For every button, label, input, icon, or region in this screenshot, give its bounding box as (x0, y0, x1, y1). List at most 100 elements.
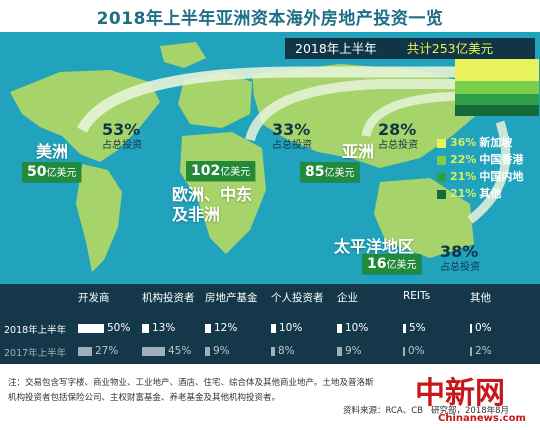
flow-arrow-emea (245, 79, 480, 142)
table-cell: 5% (403, 322, 426, 334)
col-header-institutional: 机构投资者 (142, 292, 195, 304)
row-label-2017: 2017年上半年 (4, 348, 67, 359)
table-cell: 45% (142, 345, 191, 357)
pct-label: 占总投资 (102, 140, 142, 151)
page-title: 2018年上半年亚洲资本海外房地产投资一览 (96, 9, 444, 29)
region-emea-name: 欧洲、中东 及非洲 (172, 185, 252, 225)
table-cell: 10% (271, 322, 302, 334)
table-cell: 2% (470, 345, 492, 357)
notes-section: 注：交易包含写字楼、商业物业、工业地产、酒店、住宅、综合体及其他商业地产。土地及… (0, 364, 540, 430)
table-cell-bar (337, 346, 342, 356)
region-americas-pct: 53% 占总投资 (102, 122, 142, 154)
table-cell-bar (78, 346, 92, 356)
region-asia-pct: 28% 占总投资 (378, 122, 418, 154)
table-cell-bar (271, 346, 275, 356)
col-header-other: 其他 (470, 292, 491, 304)
col-header-individual: 个人投资者 (271, 292, 324, 304)
legend-pct: 36% (450, 136, 477, 149)
table-cell-value: 50% (107, 322, 131, 334)
total-banner: 2018年上半年 共计253亿美元 (285, 38, 535, 59)
amount-value: 16 (367, 256, 387, 272)
legend-item-hongkong: 22% 中国香港 (437, 152, 523, 167)
table-cell-bar (205, 323, 211, 333)
legend-label: 其他 (479, 187, 502, 200)
table-cell-bar (403, 346, 405, 356)
table-cell-value: 9% (213, 345, 230, 357)
watermark-url: Chinanews.com (438, 413, 526, 424)
table-cell-bar (337, 323, 342, 333)
legend-label: 中国香港 (479, 153, 524, 166)
table-cell: 9% (337, 345, 362, 357)
row-label-2018: 2018年上半年 (4, 325, 67, 336)
table-cell: 10% (337, 322, 368, 334)
source-tail: 研究部，2018年8月 (431, 406, 510, 416)
table-cell-value: 12% (214, 322, 238, 334)
legend-label: 中国内地 (479, 170, 524, 183)
table-cell-value: 10% (345, 322, 369, 334)
region-asia-amount: 85亿美元 (300, 162, 360, 182)
table-cell: 12% (205, 322, 237, 334)
legend-item-singapore: 36% 新加坡 (437, 135, 512, 150)
source-band-hongkong (455, 81, 539, 94)
investor-type-table: 开发商 机构投资者 房地产基金 个人投资者 企业 REITs 其他 2018年上… (0, 284, 540, 364)
region-americas-amount: 50亿美元 (22, 162, 82, 182)
table-cell-bar (470, 323, 472, 333)
note-line-2: 机构投资者包括保险公司、主权财富基金、养老基金及其他机构投资者。 (8, 393, 281, 403)
table-cell: 0% (470, 322, 492, 334)
world-map-panel (0, 32, 540, 284)
region-emea-amount: 102亿美元 (186, 161, 256, 181)
region-asia-name: 亚洲 (342, 142, 375, 161)
australia-shape (374, 178, 474, 258)
legend-swatch (437, 138, 446, 148)
source-stack-bar (455, 59, 539, 116)
region-pacific-amount: 16亿美元 (362, 254, 422, 274)
source-band-other (455, 105, 539, 116)
europe-shape (178, 72, 252, 128)
amount-value: 85 (305, 164, 325, 180)
col-header-reits: REITs (403, 290, 431, 302)
source-band-mainland (455, 94, 539, 105)
watermark-logo: 中新网 (415, 376, 505, 411)
table-cell: 8% (271, 345, 295, 357)
pct-value: 28% (378, 120, 417, 139)
region-pacific-name: 太平洋地区 (334, 237, 415, 256)
legend-item-mainland: 21% 中国内地 (437, 169, 523, 184)
region-pacific-pct: 38% 占总投资 (440, 244, 480, 276)
legend-pct: 22% (450, 153, 477, 166)
south-america-shape (76, 164, 122, 272)
table-cell: 9% (205, 345, 230, 357)
table-cell-value: 2% (475, 345, 492, 357)
source-band-singapore (455, 59, 539, 81)
table-cell-bar (470, 346, 472, 356)
pct-label: 占总投资 (272, 140, 312, 151)
table-cell: 50% (78, 322, 130, 334)
table-cell-value: 27% (95, 345, 119, 357)
source-note: 资料来源：RCA、CB 研究部，2018年8月 (343, 404, 509, 416)
table-cell-bar (78, 323, 104, 333)
legend-label: 新加坡 (479, 136, 513, 149)
pct-value: 38% (440, 242, 479, 261)
greenland-shape (160, 42, 206, 68)
region-emea-name-line1: 欧洲、中东 (172, 185, 253, 204)
amount-unit: 亿美元 (220, 167, 251, 178)
table-cell: 13% (142, 322, 175, 334)
table-cell-bar (271, 323, 276, 333)
amount-value: 50 (27, 164, 47, 180)
pct-value: 53% (102, 120, 141, 139)
note-line-1: 注：交易包含写字楼、商业物业、工业地产、酒店、住宅、综合体及其他商业地产。土地及… (8, 378, 374, 388)
table-cell-bar (403, 323, 406, 333)
region-americas-name: 美洲 (36, 142, 69, 161)
amount-unit: 亿美元 (324, 168, 355, 179)
table-cell-value: 13% (152, 322, 176, 334)
legend-pct: 21% (450, 187, 477, 200)
region-emea-name-line2: 及非洲 (172, 205, 221, 224)
table-cell-value: 45% (168, 345, 192, 357)
pct-value: 33% (272, 120, 311, 139)
table-cell-bar (205, 346, 210, 356)
amount-value: 102 (191, 163, 221, 179)
table-cell-bar (142, 346, 165, 356)
banner-total: 共计253亿美元 (406, 41, 494, 56)
table-cell-value: 10% (279, 322, 303, 334)
flow-arrow-americas (77, 66, 480, 133)
